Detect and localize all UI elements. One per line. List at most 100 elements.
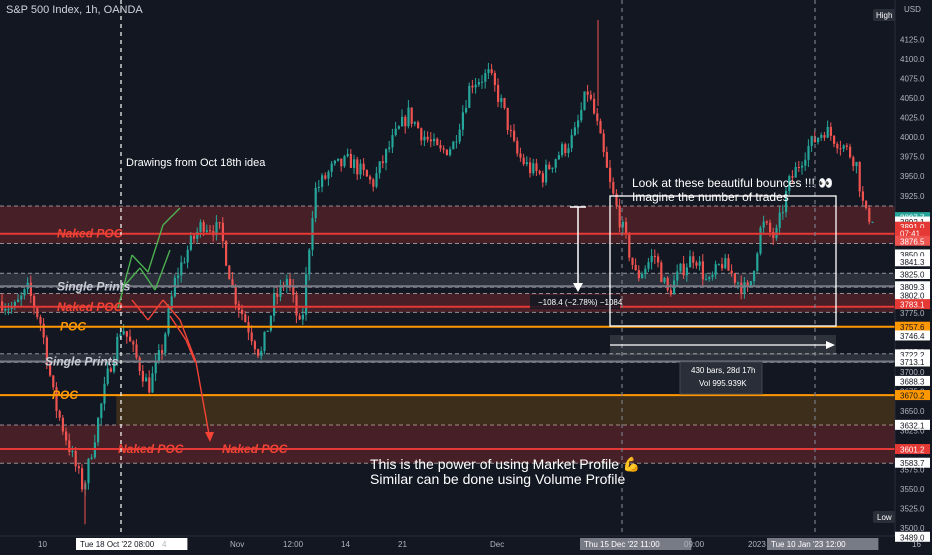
level-zone-4: [0, 353, 895, 363]
high-badge: High: [876, 11, 892, 20]
candle-body: [506, 107, 509, 130]
candle-body: [599, 120, 602, 134]
price-label-bg-1: [895, 216, 930, 227]
candle-body: [759, 227, 762, 254]
candle-body: [205, 230, 208, 232]
candle-body: [55, 387, 58, 411]
bounces-text-1: Look at these beautiful bounces !!! 👀: [632, 176, 833, 190]
candle-body: [340, 158, 343, 167]
candle-body: [154, 360, 157, 374]
candle-body: [746, 282, 749, 287]
candle-body: [471, 85, 474, 88]
poc-value-area: [116, 395, 896, 425]
price-tick-24: 3525.0: [900, 505, 925, 514]
candle-body: [209, 230, 212, 232]
candle-body: [625, 222, 628, 234]
candle-body: [791, 176, 794, 178]
candle-body: [644, 268, 647, 274]
candle-body: [221, 222, 224, 242]
candle-body: [10, 307, 13, 309]
price-tick-23: 3550.0: [900, 485, 925, 494]
candle-body: [868, 207, 871, 222]
candle-body: [452, 141, 455, 150]
candle-body: [519, 153, 522, 158]
candle-body: [573, 127, 576, 136]
price-label-bg-11: [895, 321, 930, 332]
green-arrow-2: [147, 224, 164, 273]
candle-body: [260, 350, 263, 356]
candle-body: [397, 126, 400, 129]
candle-body: [820, 135, 823, 138]
time-tick-12: 16: [912, 540, 921, 549]
candle-body: [557, 155, 560, 160]
candle-body: [244, 314, 247, 323]
price-tick-0: 4125.0: [900, 35, 925, 44]
price-label-5: 3850.0: [900, 251, 925, 260]
time-tick-4: 12:00: [283, 540, 304, 549]
candle-body: [100, 403, 103, 418]
candle-body: [548, 164, 551, 170]
candle-body: [413, 122, 416, 124]
candle-body: [682, 263, 685, 276]
candle-body: [753, 270, 756, 282]
candle-body: [858, 162, 861, 192]
candle-body: [231, 279, 234, 286]
candle-body: [401, 116, 404, 127]
annotations-layer: Naked POC Single Prints Naked POC POC Single…: [45, 157, 833, 487]
time-tick-10: 2023: [748, 540, 766, 549]
time-tick-6: 21: [398, 540, 407, 549]
price-label-3: 07:41: [900, 229, 921, 238]
candle-body: [170, 296, 173, 309]
price-label-bg-2: [895, 221, 930, 232]
candle-body: [138, 357, 141, 372]
candle-body: [129, 336, 132, 342]
candle-body: [737, 282, 740, 284]
price-label-12: 3746.4: [900, 332, 925, 341]
chart-title: S&P 500 Index, 1h, OANDA: [6, 4, 143, 16]
price-label-bg-7: [895, 269, 930, 279]
candle-body: [503, 98, 506, 108]
power-text-2: Similar can be done using Volume Profile: [370, 471, 625, 487]
candle-body: [583, 91, 586, 110]
candle-body: [410, 107, 413, 124]
price-tick-6: 3975.0: [900, 153, 925, 162]
candle-body: [647, 262, 650, 269]
candle-body: [36, 307, 39, 318]
candle-body: [570, 135, 573, 149]
candle-body: [199, 222, 202, 232]
candle-body: [161, 350, 164, 353]
candle-body: [13, 302, 16, 308]
candle-body: [97, 417, 100, 443]
candle-body: [436, 138, 439, 146]
price-label-19: 3583.7: [900, 459, 925, 468]
power-text-1: This is the power of using Market Profil…: [370, 456, 640, 473]
price-label-2: 3891.0: [900, 223, 925, 232]
candle-body: [404, 116, 407, 127]
time-marker-8: Thu 15 Dec '22 11:00: [584, 540, 660, 549]
candle-body: [266, 330, 269, 332]
candle-body: [164, 333, 167, 353]
candle-body: [849, 146, 852, 158]
candle-body: [257, 349, 260, 356]
candle-body: [772, 231, 775, 239]
candle-body: [90, 457, 93, 459]
price-label-bg-16: [895, 390, 930, 401]
candle-body: [359, 163, 362, 175]
candle-body: [135, 344, 138, 358]
candle-body: [279, 284, 282, 297]
candle-body: [327, 171, 330, 179]
candle-body: [177, 275, 180, 278]
candle-body: [298, 315, 301, 320]
time-axis[interactable]: 10 Tue 18 Oct '22 08:00 4 Nov 12:00 14 21 Dec Th…: [0, 535, 921, 550]
price-axis[interactable]: USD 4125.0 4100.0 4075.0 4050.0 4025.0 4000.0 3…: [873, 0, 932, 550]
candle-body: [289, 279, 292, 286]
date-range-bars: 430 bars, 28d 17h: [691, 366, 756, 375]
candle-body: [561, 144, 564, 156]
candle-body: [423, 136, 426, 141]
candle-body: [353, 159, 356, 168]
candle-body: [29, 282, 32, 297]
candle-body: [65, 431, 68, 441]
candle-body: [567, 148, 570, 154]
